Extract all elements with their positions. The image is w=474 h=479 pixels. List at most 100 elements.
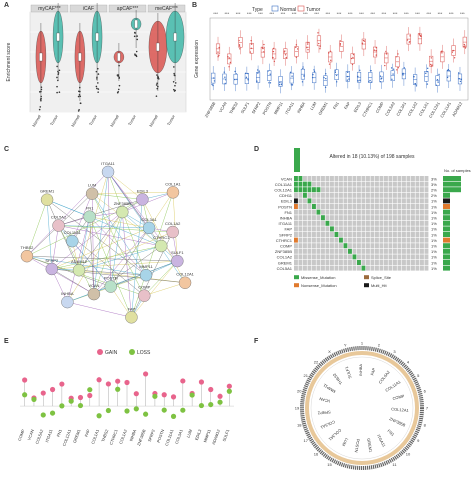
data-point	[289, 71, 292, 74]
outlier-point	[117, 88, 120, 91]
oncoplot-cell	[366, 232, 370, 237]
oncoplot-cell	[357, 192, 361, 198]
loss-dot	[161, 407, 167, 413]
gain-dot	[96, 377, 102, 383]
oncoplot-cell	[411, 220, 415, 226]
network-edge	[131, 199, 143, 318]
gene-tick-label: SULF1	[221, 428, 230, 442]
outlier-point	[56, 76, 58, 79]
panel-label-e: E	[4, 338, 9, 345]
percent-label: 1%	[431, 204, 437, 209]
gene-tick-label: GREM1	[72, 428, 82, 444]
oncoplot-cell	[384, 265, 388, 271]
legend-swatch	[294, 283, 299, 288]
data-point	[272, 50, 275, 53]
node-label: ZNF385B	[114, 201, 131, 206]
oncoplot-cell	[361, 226, 366, 232]
chromosome-label: 5	[417, 373, 420, 378]
data-point	[446, 69, 449, 72]
oncoplot-cell	[406, 260, 411, 265]
gain-dot	[161, 392, 167, 398]
oncoplot-cell	[357, 243, 361, 249]
oncoplot-cell	[298, 248, 303, 254]
gene-tick-label: INHBA	[128, 428, 137, 442]
oncoplot-cell	[343, 265, 348, 271]
gene-tick-label: ITGA11	[284, 100, 295, 115]
oncoplot-cell	[343, 192, 348, 198]
network-node	[40, 193, 54, 206]
oncoplot-cell	[294, 181, 298, 187]
oncoplot-cell	[411, 232, 415, 237]
gene-tick-label: COL1A1	[90, 428, 100, 445]
side-bar	[443, 209, 450, 215]
box	[134, 19, 138, 29]
oncoplot-cell	[415, 248, 420, 254]
network-node	[171, 254, 184, 268]
oncoplot-cell	[361, 220, 366, 226]
data-point	[250, 47, 253, 50]
node-label: COMP	[138, 285, 150, 290]
data-point	[363, 40, 366, 42]
data-point	[247, 79, 249, 81]
percent-label: 1%	[431, 249, 437, 254]
x-tick-label: Tumor	[88, 113, 98, 126]
oncoplot-cell	[393, 265, 397, 271]
oncoplot-cell	[397, 204, 402, 209]
oncoplot-cell	[321, 232, 325, 237]
oncoplot-cell	[352, 265, 357, 271]
oncoplot-cell	[415, 204, 420, 209]
oncoplot-cell	[330, 243, 334, 249]
node-label: LUM	[88, 183, 96, 188]
gene-tick-label: COL5A2	[34, 428, 44, 445]
network-node	[20, 249, 34, 263]
loss-dot	[152, 393, 158, 399]
gain-dot	[115, 378, 121, 384]
network-edge	[58, 225, 80, 271]
oncoplot-cell	[361, 243, 366, 249]
chromosome-label: 1	[361, 341, 364, 346]
data-point	[319, 46, 322, 48]
significance-stars: ***	[325, 11, 330, 16]
network-node	[104, 280, 117, 293]
facet-label: apCAF***	[117, 6, 138, 12]
data-point	[452, 49, 454, 52]
oncoplot-cell	[420, 265, 424, 271]
oncoplot-cell	[357, 204, 361, 209]
data-point	[357, 80, 359, 82]
percent-label: 1%	[431, 255, 437, 260]
data-point	[258, 70, 260, 72]
oncoplot-cell	[370, 237, 375, 243]
facet-label: myCAF***	[38, 6, 61, 12]
oncoplot-cell	[361, 204, 366, 209]
network-edge	[26, 199, 48, 257]
data-point	[391, 78, 393, 80]
oncoplot-cell	[420, 204, 424, 209]
oncoplot-cell	[330, 265, 334, 271]
node-label: FAP	[128, 306, 136, 311]
oncoplot-cell	[303, 209, 307, 215]
percent-label: 3%	[431, 176, 437, 181]
legend-swatch	[364, 275, 369, 280]
network-edge	[67, 216, 90, 303]
oncoplot-cell	[357, 237, 361, 243]
oncoplot-cell	[307, 237, 312, 243]
oncoplot-cell	[361, 248, 366, 254]
data-point	[278, 83, 281, 86]
oncoplot-cell	[334, 181, 339, 187]
node-label: INHBA	[61, 291, 74, 296]
gene-tick-label: ITGA11	[44, 428, 54, 443]
gain-dot	[22, 377, 28, 383]
oncoplot-cell	[330, 215, 334, 221]
oncoplot-cell	[379, 220, 384, 226]
oncoplot-cell	[339, 265, 343, 271]
gene-tick-label: MMP11	[273, 100, 284, 115]
percent-label: 1%	[431, 266, 437, 271]
data-point	[375, 54, 377, 56]
outlier-point	[174, 84, 176, 87]
oncoplot-cell	[357, 181, 361, 187]
gain-dot	[59, 381, 65, 387]
outlier-point	[56, 85, 58, 88]
loss-dot	[189, 392, 195, 398]
oncoplot-cell	[312, 248, 316, 254]
data-point	[295, 56, 298, 58]
